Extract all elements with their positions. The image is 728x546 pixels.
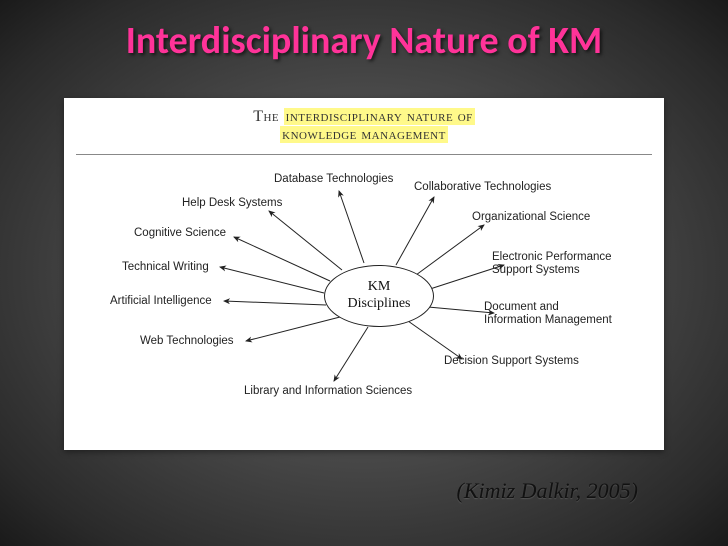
spoke-label: Electronic PerformanceSupport Systems — [492, 251, 622, 277]
spoke-label: Technical Writing — [122, 261, 209, 274]
spoke-arrow — [224, 301, 326, 305]
spoke-label: Organizational Science — [472, 211, 590, 224]
figure-heading-line2: knowledge management — [280, 126, 448, 143]
spoke-diagram: KM Disciplines Database Technologies Help… — [64, 155, 664, 435]
spoke-label: Web Technologies — [140, 335, 234, 348]
spoke-arrow — [416, 225, 484, 275]
spoke-arrow — [334, 327, 368, 381]
spoke-arrow — [339, 191, 364, 263]
spoke-label: Cognitive Science — [134, 227, 226, 240]
spoke-arrow — [396, 197, 434, 265]
spoke-arrow — [408, 321, 462, 359]
figure-heading-line1: interdisciplinary nature of — [284, 108, 475, 125]
spoke-label: Artificial Intelligence — [110, 295, 212, 308]
center-line1: KM — [368, 279, 391, 296]
slide-title: Interdisciplinary Nature of KM — [0, 0, 728, 64]
spoke-label: Collaborative Technologies — [414, 181, 551, 194]
spoke-label: Decision Support Systems — [444, 355, 579, 368]
center-oval: KM Disciplines — [324, 265, 434, 327]
spoke-label: Library and Information Sciences — [244, 385, 412, 398]
spoke-arrow — [246, 317, 340, 341]
spoke-arrow — [234, 237, 330, 281]
spoke-label: Database Technologies — [274, 173, 393, 186]
spoke-label: Document andInformation Management — [484, 301, 614, 327]
figure-panel: The interdisciplinary nature of knowledg… — [64, 98, 664, 450]
spoke-arrow — [269, 211, 342, 270]
figure-heading: The interdisciplinary nature of knowledg… — [64, 98, 664, 144]
spoke-arrow — [220, 267, 324, 293]
spoke-label: Help Desk Systems — [182, 197, 282, 210]
citation: (Kimiz Dalkir, 2005) — [457, 478, 639, 504]
center-line2: Disciplines — [348, 296, 411, 313]
figure-heading-prefix: The — [253, 108, 283, 125]
